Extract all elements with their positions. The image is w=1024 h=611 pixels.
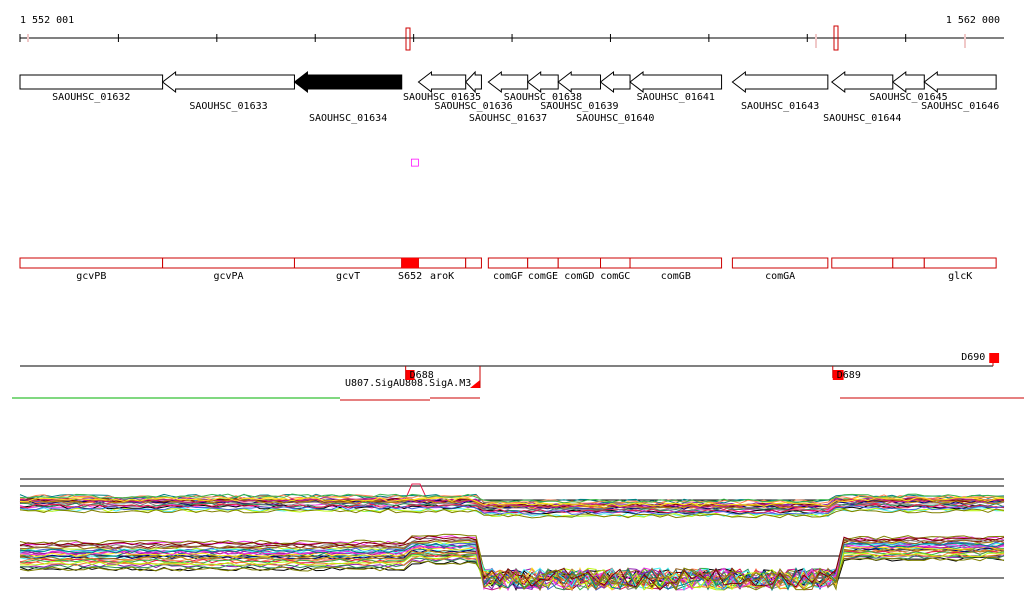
locus-arrow[interactable] — [487, 70, 529, 94]
expression-line — [19, 539, 1005, 592]
locus-arrow[interactable] — [465, 70, 482, 94]
gene-label: comGF — [493, 271, 523, 282]
expression-plot — [19, 478, 1005, 592]
feature-label: D690 — [961, 352, 985, 363]
expression-line — [19, 502, 1005, 513]
feature-label: D688 — [410, 370, 434, 381]
locus-arrow[interactable] — [923, 70, 997, 94]
feature-label-sigA: U807.SigA — [345, 378, 399, 389]
gene-box[interactable] — [19, 257, 164, 269]
gene-label: aroK — [430, 271, 454, 282]
feature-label: D689 — [837, 370, 861, 381]
locus-arrow[interactable] — [599, 70, 631, 94]
gene-label: comGE — [528, 271, 558, 282]
expression-line — [19, 505, 1005, 516]
gene-box[interactable] — [527, 257, 559, 269]
locus-arrow[interactable] — [891, 70, 925, 94]
gene-name-track: gcvPB gcvPA gcvT S652 aroK comGF comGE comGD com… — [19, 257, 997, 282]
locus-label: SAOUHSC_01646 — [921, 101, 999, 112]
expression-line — [19, 496, 1005, 507]
magenta-marker[interactable]: □ — [411, 155, 419, 170]
feature-block[interactable] — [405, 370, 415, 380]
locus-arrow[interactable] — [19, 74, 164, 90]
locus-label: SAOUHSC_01637 — [469, 113, 547, 124]
gene-box[interactable] — [293, 257, 403, 269]
expression-line — [19, 556, 1005, 591]
coordinate-ruler: 1 552 001 1 562 000 — [19, 15, 1004, 51]
feature-track: U807.SigA U808.SigA.M3 D688 D689 D690 — [12, 352, 1024, 401]
ruler-highlight-left[interactable] — [405, 27, 411, 51]
expression-line — [19, 508, 1005, 519]
locus-label: SAOUHSC_01635 — [403, 92, 481, 103]
feature-corner — [470, 380, 480, 388]
ruler-ticks — [19, 34, 907, 42]
gene-label: comGD — [564, 271, 594, 282]
gene-box[interactable] — [731, 257, 829, 269]
ruler-end-label: 1 562 000 — [946, 15, 1000, 26]
gene-label: comGC — [600, 271, 630, 282]
feature-block[interactable] — [832, 370, 844, 380]
expression-line — [19, 535, 1005, 591]
locus-arrow[interactable] — [830, 70, 894, 94]
locus-label: SAOUHSC_01644 — [823, 113, 901, 124]
locus-label: SAOUHSC_01633 — [189, 101, 267, 112]
gene-box[interactable] — [557, 257, 602, 269]
expression-line — [19, 501, 1005, 512]
locus-arrow[interactable] — [557, 70, 602, 94]
gene-box[interactable] — [831, 257, 894, 269]
ruler-highlight-right[interactable] — [833, 25, 839, 51]
locus-arrow[interactable] — [417, 70, 467, 94]
gene-label: S652 — [398, 271, 422, 282]
expression-line — [19, 507, 1004, 518]
locus-arrow[interactable] — [629, 70, 723, 94]
locus-arrow[interactable] — [731, 70, 829, 94]
locus-label: SAOUHSC_01641 — [637, 92, 715, 103]
expression-series — [19, 483, 1005, 592]
ruler-start-label: 1 552 001 — [20, 15, 74, 26]
gene-box[interactable] — [600, 257, 631, 269]
gene-box[interactable] — [487, 257, 529, 269]
expression-line — [19, 497, 1005, 508]
expression-line — [19, 494, 1005, 505]
gene-box[interactable] — [417, 257, 467, 269]
feature-label-sigA-m3: U808.SigA.M3 — [399, 378, 471, 389]
locus-arrow[interactable] — [161, 70, 295, 94]
gene-label: comGA — [765, 271, 795, 282]
gene-box[interactable] — [892, 257, 925, 269]
gene-box[interactable] — [923, 257, 997, 269]
locus-label: SAOUHSC_01643 — [741, 101, 819, 112]
expression-line — [19, 493, 1005, 504]
locus-label: SAOUHSC_01639 — [540, 101, 618, 112]
expression-line — [19, 552, 1005, 591]
locus-label: SAOUHSC_01632 — [52, 92, 130, 103]
locus-arrow[interactable] — [526, 70, 559, 94]
gene-label: comGB — [661, 271, 691, 282]
locus-label: SAOUHSC_01636 — [434, 101, 512, 112]
locus-label: SAOUHSC_01640 — [576, 113, 654, 124]
gene-label: glcK — [948, 271, 972, 282]
gene-box[interactable] — [629, 257, 723, 269]
locus-label: SAOUHSC_01645 — [869, 92, 947, 103]
locus-track: SAOUHSC_01632 SAOUHSC_01633 SAOUHSC_01634 S… — [19, 70, 999, 124]
gene-box[interactable] — [162, 257, 295, 269]
locus-arrow[interactable] — [293, 70, 403, 94]
gene-label: gcvT — [336, 271, 360, 282]
feature-block[interactable] — [401, 258, 419, 268]
feature-block[interactable] — [989, 353, 1000, 363]
gene-label: gcvPA — [213, 271, 243, 282]
gene-box[interactable] — [465, 257, 482, 269]
locus-label: SAOUHSC_01634 — [309, 113, 387, 124]
locus-label: SAOUHSC_01638 — [504, 92, 582, 103]
gene-label: gcvPB — [76, 271, 106, 282]
